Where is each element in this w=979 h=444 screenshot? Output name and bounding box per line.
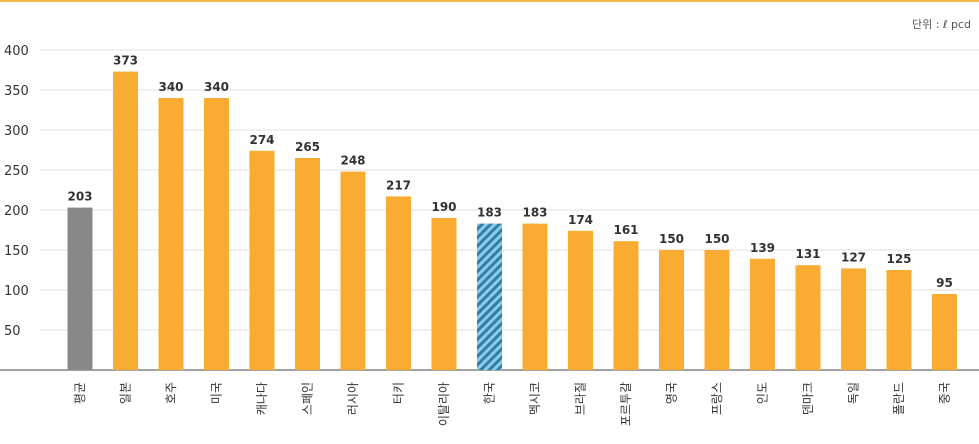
data-label: 150 <box>704 232 729 246</box>
x-tick-label: 캐나다 <box>255 382 269 415</box>
data-label: 125 <box>886 252 911 266</box>
data-label: 183 <box>477 206 502 220</box>
data-label: 340 <box>158 80 183 94</box>
bar <box>249 150 275 370</box>
x-tick-label: 브라질 <box>574 382 588 415</box>
bar <box>659 250 684 370</box>
data-label: 95 <box>936 276 953 290</box>
data-label: 139 <box>750 241 775 255</box>
bar <box>431 218 457 370</box>
unit-label: 단위 : ℓ pcd <box>912 18 971 31</box>
y-tick-label: 300 <box>4 124 29 139</box>
x-tick-label: 멕시코 <box>528 382 542 415</box>
data-label: 183 <box>522 206 547 220</box>
x-tick-label: 터키 <box>392 382 406 404</box>
data-label: 217 <box>386 178 411 192</box>
data-label: 248 <box>340 154 365 168</box>
data-label: 127 <box>841 250 866 264</box>
bar <box>204 98 229 370</box>
x-tick-label: 폴란드 <box>892 382 906 415</box>
bar <box>613 241 639 370</box>
bar <box>386 196 411 370</box>
bar <box>704 250 730 370</box>
data-label: 190 <box>431 200 456 214</box>
data-label: 265 <box>295 140 320 154</box>
bar <box>795 265 821 370</box>
x-tick-label: 덴마크 <box>801 382 815 415</box>
data-label: 174 <box>568 213 593 227</box>
y-tick-label: 150 <box>4 244 29 259</box>
bar <box>568 230 593 370</box>
y-tick-label: 350 <box>4 84 29 99</box>
x-tick-label: 포르투갈 <box>619 382 633 426</box>
bar <box>886 270 912 370</box>
bar <box>295 158 320 370</box>
x-tick-label: 호주 <box>164 382 178 404</box>
data-label: 131 <box>795 247 820 261</box>
x-tick-label: 평균 <box>73 382 87 404</box>
y-tick-label: 50 <box>4 324 21 339</box>
bar <box>522 223 548 370</box>
x-tick-label: 프랑스 <box>710 382 724 415</box>
x-tick-label: 미국 <box>210 382 224 404</box>
y-tick-label: 250 <box>4 164 29 179</box>
x-tick-label: 러시아 <box>346 382 360 415</box>
bar <box>750 258 775 370</box>
y-tick-label: 400 <box>4 44 29 59</box>
x-tick-label: 한국 <box>483 382 497 404</box>
x-tick-label: 일본 <box>119 382 133 404</box>
x-tick-label: 인도 <box>756 382 770 404</box>
x-tick-label: 독일 <box>847 382 861 404</box>
data-label: 150 <box>659 232 684 246</box>
x-tick-label: 중국 <box>938 382 952 404</box>
bar <box>113 71 138 370</box>
x-tick-label: 스페인 <box>301 382 315 415</box>
y-tick-label: 200 <box>4 204 29 219</box>
x-tick-label: 이탈리아 <box>437 382 451 426</box>
bar <box>340 171 366 370</box>
data-label: 203 <box>67 190 92 204</box>
data-label: 161 <box>613 223 638 237</box>
data-label: 373 <box>113 54 138 68</box>
bar <box>841 268 866 370</box>
x-tick-label: 영국 <box>665 382 679 404</box>
bar <box>477 223 502 370</box>
bar <box>158 98 184 370</box>
data-label: 340 <box>204 80 229 94</box>
top-rule <box>0 0 979 2</box>
bar <box>67 207 93 370</box>
bar <box>932 294 957 370</box>
data-label: 274 <box>249 133 274 147</box>
y-tick-label: 100 <box>4 284 29 299</box>
